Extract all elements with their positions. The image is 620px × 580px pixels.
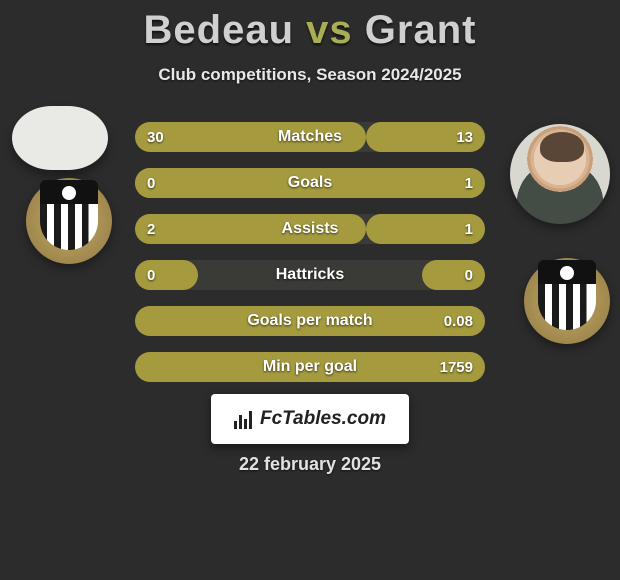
club-badge-stripes-icon <box>40 192 98 250</box>
vs-text: vs <box>306 8 353 52</box>
footer-date: 22 february 2025 <box>0 454 620 475</box>
brand-text: FcTables.com <box>260 408 386 430</box>
stat-label: Hattricks <box>135 260 485 290</box>
player1-club-badge <box>26 178 112 264</box>
stat-label: Goals <box>135 168 485 198</box>
stat-row: 30Matches13 <box>135 122 485 152</box>
stat-label: Assists <box>135 214 485 244</box>
stat-row: Goals per match0.08 <box>135 306 485 336</box>
stat-row: 2Assists1 <box>135 214 485 244</box>
stat-value-right: 1 <box>465 214 473 244</box>
brand-badge: FcTables.com <box>211 394 409 444</box>
player2-avatar <box>510 124 610 224</box>
stat-value-right: 1759 <box>440 352 473 382</box>
stat-value-right: 13 <box>456 122 473 152</box>
comparison-title: Bedeau vs Grant <box>0 0 620 53</box>
stat-row: 0Hattricks0 <box>135 260 485 290</box>
player1-name: Bedeau <box>144 8 295 52</box>
stat-label: Min per goal <box>135 352 485 382</box>
player1-avatar-silhouette <box>12 106 108 170</box>
player2-name: Grant <box>365 8 477 52</box>
player2-club-badge <box>524 258 610 344</box>
stat-value-right: 1 <box>465 168 473 198</box>
stat-row: Min per goal1759 <box>135 352 485 382</box>
bar-chart-icon <box>234 409 254 429</box>
stat-label: Matches <box>135 122 485 152</box>
stat-label: Goals per match <box>135 306 485 336</box>
stat-value-right: 0 <box>465 260 473 290</box>
stat-value-right: 0.08 <box>444 306 473 336</box>
stats-bars: 30Matches130Goals12Assists10Hattricks0Go… <box>135 122 485 398</box>
stat-row: 0Goals1 <box>135 168 485 198</box>
subtitle: Club competitions, Season 2024/2025 <box>0 65 620 85</box>
club-badge-stripes-icon <box>538 272 596 330</box>
